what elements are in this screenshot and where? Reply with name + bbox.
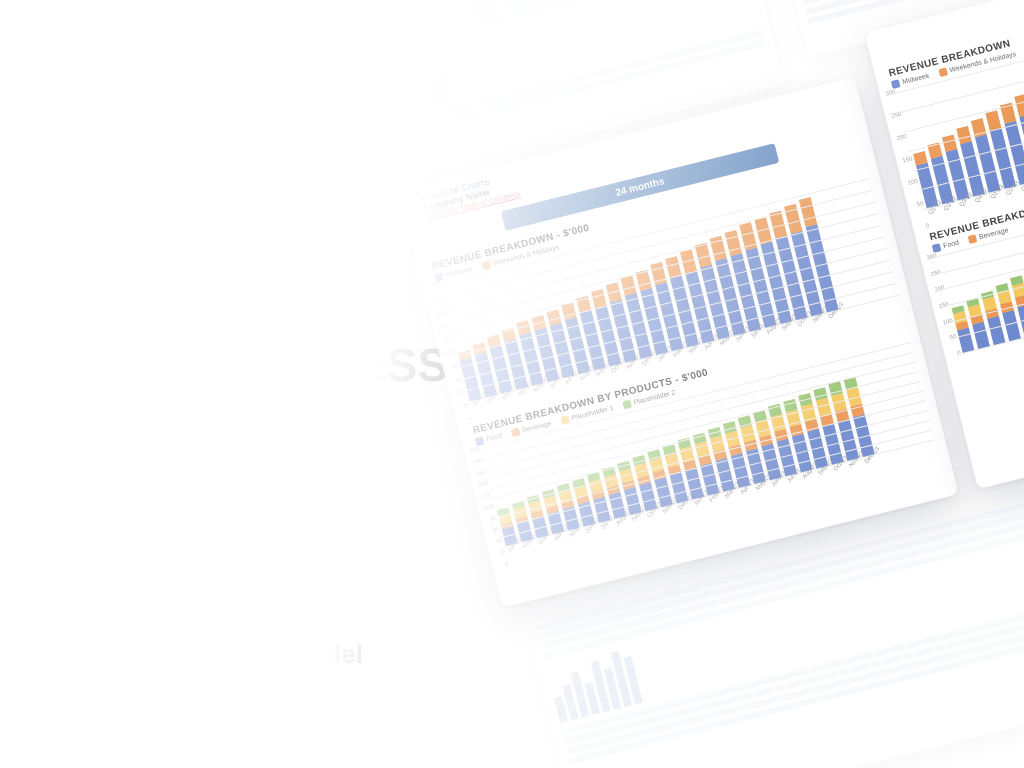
chart2-legend: FoodBeveragePlaceholder 1Placeholder 2	[461, 328, 919, 451]
r-chart1-legend: MidweekWeekends & Holidays	[877, 0, 1024, 94]
brand-part-b: LAB	[230, 100, 282, 127]
chart1-title: REVENUE BREAKDOWN - $'000	[416, 146, 877, 278]
panel-company: Company Name	[413, 177, 529, 215]
chart1-bars	[441, 178, 899, 401]
r-chart2-bars	[939, 161, 1024, 353]
excel-icon	[80, 620, 144, 689]
title-line-2: PROGRAM	[80, 391, 448, 442]
r-chart2-title: REVENUE BREAKDOWN	[914, 129, 1024, 249]
r-chart1-title: REVENUE BREAKDOWN	[873, 0, 1024, 85]
promo-card: FINMODELSLAB YOUTH FITNESS PROGRAM Finan…	[0, 0, 1024, 768]
chart1-legend: MidweekWeekends & Holidays	[420, 164, 878, 287]
r-chart1-bars	[898, 0, 1024, 208]
product-title: YOUTH FITNESS PROGRAM	[80, 340, 448, 441]
panel-24-months: Financial Charts Company Name Go to the …	[399, 77, 959, 608]
panel-5-years: 5 years REVENUE BREAKDOWN MidweekWeekend…	[864, 0, 1024, 489]
panel-toc-link: Go to the Table of Contents	[415, 187, 531, 224]
panel-subtitle: Financial Charts	[420, 176, 490, 203]
brand-logo: FINMODELSLAB	[80, 100, 283, 128]
r-chart2-legend: FoodBeverage	[918, 147, 1024, 258]
filetype-row: Financial Model	[80, 620, 363, 689]
chart2-bars	[482, 342, 935, 546]
title-line-1: YOUTH FITNESS	[80, 340, 448, 391]
brand-part-a: FINMODELS	[80, 100, 230, 127]
filetype-label: Financial Model	[168, 639, 363, 670]
chart2-title: REVENUE BREAKDOWN BY PRODUCTS - $'000	[457, 310, 918, 442]
badge-24-months: 24 months	[501, 143, 779, 231]
